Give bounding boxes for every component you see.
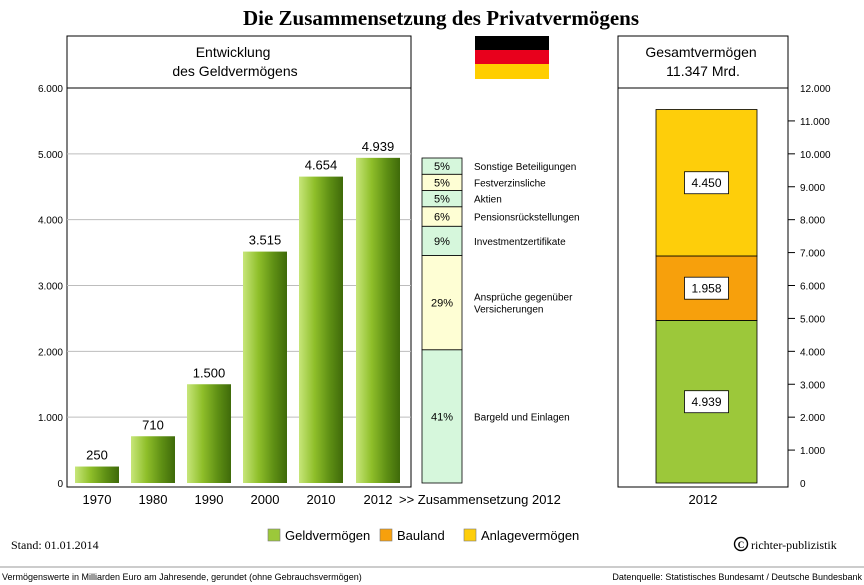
composition-label: Pensionsrückstellungen [474,213,580,224]
y-tick-label: 2.000 [38,347,63,358]
composition-label: Sonstige Beteiligungen [474,162,576,173]
legend-swatch [379,528,393,542]
composition-percent: 6% [434,212,450,224]
y-tick-label: 5.000 [38,150,63,161]
y-tick-label: 10.000 [800,150,831,161]
composition-segment [421,157,463,175]
composition-percent: 5% [434,161,450,173]
composition-segment [421,225,463,256]
y-tick-label: 12.000 [800,84,831,95]
bar-2000 [243,251,287,483]
bar-2012 [356,157,400,483]
y-tick-label: 1.000 [800,446,825,457]
composition-percent: 9% [434,236,450,248]
x-tick-label: 1970 [83,492,112,507]
y-tick-label: 0 [800,479,806,490]
legend: Geldvermögen Bauland Anlagevermögen [267,528,579,543]
composition-label: Festverzinsliche [474,178,546,189]
development-x-axis: 1970 1980 1990 2000 2010 2012 [83,492,393,507]
y-tick-label: 8.000 [800,216,825,227]
bar-value-label: 710 [142,417,164,432]
development-bars: 250 710 1.500 3.515 4.654 4.939 [75,139,400,483]
legend-swatch [267,528,281,542]
y-tick-label: 1.000 [38,413,63,424]
y-tick-label: 5.000 [800,314,825,325]
y-tick-label: 4.000 [38,216,63,227]
bar-1970 [75,466,119,483]
composition-x-label: >> Zusammensetzung 2012 [399,492,561,507]
germany-flag [475,36,549,79]
composition-percent: 5% [434,177,450,189]
composition-segment [421,349,463,484]
y-tick-label: 9.000 [800,183,825,194]
stack-value-label: 4.450 [691,176,721,190]
x-tick-label: 2010 [307,492,336,507]
composition-percent: 41% [431,411,453,423]
stack-value-box [684,276,729,300]
x-tick-label: 1980 [139,492,168,507]
bar-value-label: 1.500 [193,365,226,380]
copyright-mark: C richter-publizistik [733,536,837,552]
composition-label: Investmentzertifikate [474,237,566,248]
total-x-tick-label: 2012 [689,492,718,507]
flag-gold-stripe [475,64,549,79]
composition-label: Bargeld und Einlagen [474,412,570,423]
composition-percent: 5% [434,194,450,206]
stack-value-box [684,171,729,195]
footer-source: Datenquelle: Statistisches Bundesamt / D… [612,572,862,582]
composition-segments: 41% Bargeld und Einlagen 29% Ansprüche gege… [421,157,580,484]
stack-value-label: 4.939 [691,395,721,409]
legend-label: Geldvermögen [285,528,370,543]
bar-value-label: 250 [86,448,108,463]
copyright-text: richter-publizistik [751,538,837,552]
y-tick-label: 7.000 [800,249,825,260]
development-y-axis: 0 1.000 2.000 3.000 4.000 5.000 6.000 [38,84,63,490]
composition-percent: 29% [431,298,453,310]
legend-swatch [463,528,477,542]
y-tick-label: 2.000 [800,413,825,424]
legend-label: Anlagevermögen [481,528,579,543]
y-tick-label: 3.000 [800,380,825,391]
total-panel-title: Gesamtvermögen 11.347 Mrd. [645,44,760,79]
y-tick-label: 3.000 [38,282,63,293]
development-panel-frame [66,35,412,488]
composition-label: Aktien [474,195,502,206]
y-tick-label: 6.000 [800,282,825,293]
x-tick-label: 2012 [364,492,393,507]
footer-note: Vermögenswerte in Milliarden Euro am Jah… [2,572,362,582]
development-gridlines [67,153,411,418]
page-title: Die Zusammensetzung des Privatvermögens [243,6,639,30]
x-tick-label: 1990 [195,492,224,507]
bar-value-label: 4.654 [305,158,338,173]
stand-date: Stand: 01.01.2014 [11,538,99,552]
development-panel-title: Entwicklung des Geldvermögens [172,44,297,79]
y-tick-label: 6.000 [38,84,63,95]
bar-1990 [187,384,231,483]
composition-segment [421,255,463,351]
stack-value-box [684,390,729,414]
y-tick-label: 11.000 [800,117,830,128]
bar-value-label: 3.515 [249,233,282,248]
bar-value-label: 4.939 [362,139,395,154]
y-tick-label: 0 [57,479,63,490]
bar-2010 [299,176,343,483]
copyright-symbol: C [738,540,745,550]
stack-value-label: 1.958 [691,282,721,296]
copyright-circle [733,536,749,552]
composition-label: Ansprüche gegenüber Versicherungen [474,293,573,316]
flag-red-stripe [475,50,549,64]
x-tick-label: 2000 [251,492,280,507]
total-y-axis: 0 1.000 2.000 3.000 4.000 5.000 6.000 7.000 8.00… [788,84,831,490]
legend-label: Bauland [397,528,445,543]
total-stacked-bar: 4.939 1.958 4.450 [655,109,758,484]
y-tick-label: 4.000 [800,347,825,358]
bar-1980 [131,436,175,483]
flag-black-stripe [475,36,549,50]
